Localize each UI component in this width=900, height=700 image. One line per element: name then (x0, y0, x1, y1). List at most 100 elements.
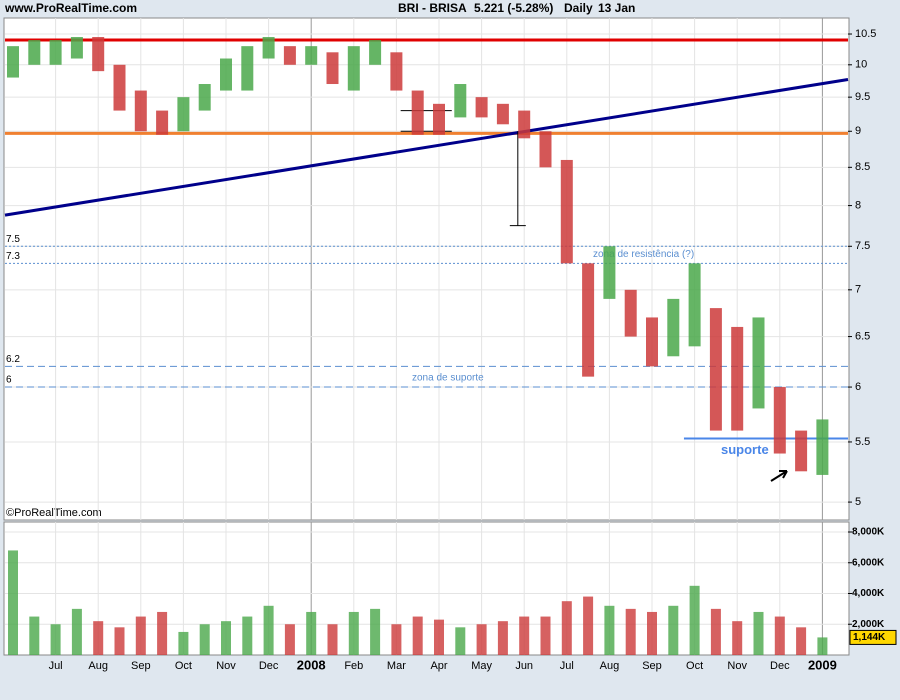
y-tick-label: 10 (855, 59, 867, 71)
x-tick-label: Jul (560, 660, 574, 672)
volume-bar (263, 605, 274, 655)
price-bar (390, 52, 403, 91)
price-bar (433, 103, 445, 135)
site: www.ProRealTime.com (4, 1, 137, 15)
price-bar (241, 46, 254, 91)
level-label: 6 (6, 375, 12, 386)
last-value-box (849, 629, 897, 645)
level-label: 6.2 (6, 354, 20, 365)
volume-bar (114, 627, 125, 655)
volume-bar (689, 585, 700, 655)
price-bar (646, 317, 658, 367)
price-bar (283, 46, 296, 65)
price-bar (816, 419, 829, 475)
price-bar (496, 103, 509, 125)
price-bar (49, 40, 62, 65)
volume-bar (348, 611, 359, 655)
y-tick-label: 6,000K (852, 557, 885, 568)
x-tick-label: 2009 (808, 657, 837, 672)
price-bar (113, 64, 126, 111)
price-bar (156, 110, 169, 135)
price-bar (773, 387, 786, 454)
price-bar (475, 97, 488, 118)
volume-bar (327, 624, 338, 655)
x-tick-label: Nov (727, 660, 747, 672)
x-tick-label: Sep (642, 660, 662, 672)
price-bar (326, 52, 339, 85)
price-bar (709, 308, 722, 431)
price-bar (92, 37, 105, 72)
zone-label: zona de suporte (412, 373, 484, 384)
price-bar (198, 84, 211, 111)
y-tick-label: 2,000K (852, 619, 885, 630)
volume-bar (497, 621, 508, 655)
arrow (770, 470, 788, 482)
volume-bar (668, 605, 679, 655)
volume-bar (29, 616, 40, 655)
x-tick-label: Oct (686, 660, 703, 672)
volume-bar (796, 627, 807, 655)
price-bar (28, 40, 41, 65)
price-bar (731, 326, 744, 431)
price-bar (624, 289, 637, 337)
price-bar (70, 37, 83, 59)
price-bar (795, 430, 808, 472)
price-bar (560, 159, 573, 264)
volume-bar (434, 619, 444, 655)
volume-bar (135, 616, 146, 655)
y-tick-label: 5.5 (855, 436, 870, 448)
trendline (4, 77, 849, 217)
volume-bar (583, 596, 594, 655)
y-tick-label: 6.5 (855, 330, 870, 342)
volume-bar (774, 616, 785, 655)
price-bar (411, 90, 424, 135)
y-tick-label: 7 (855, 284, 861, 296)
price-bar (752, 317, 765, 409)
period: Daily (564, 1, 593, 15)
volume-bar (221, 621, 231, 655)
volume-bar (476, 624, 487, 655)
level-label: 7.3 (6, 251, 20, 262)
volume-bar (284, 624, 295, 655)
price-bar (134, 90, 147, 132)
volume-bar (50, 624, 61, 655)
volume-bar (93, 621, 104, 655)
x-tick-label: Aug (600, 660, 620, 672)
y-tick-label: 8 (855, 199, 861, 211)
volume-bar (732, 621, 743, 655)
price-bar (7, 46, 19, 78)
volume-bar (157, 611, 168, 655)
volume-bar (604, 605, 615, 655)
plot-layer: Jul Aug Sep Oct Nov Dec 2008 Feb Mar Apr May Jun Jul… (4, 18, 897, 672)
x-tick-label: 2008 (297, 657, 326, 672)
x-tick-label: May (471, 660, 492, 672)
volume-bar (391, 624, 402, 655)
price-bar (688, 263, 701, 347)
price-bar (667, 298, 680, 357)
symbol: BRI - BRISA (398, 1, 467, 15)
price-bar (582, 263, 595, 377)
volume-bar (370, 608, 381, 655)
price-bar (454, 84, 467, 118)
price-bar (177, 97, 190, 132)
price-bar (603, 246, 616, 299)
x-tick-label: Jul (49, 660, 63, 672)
x-tick-label: Oct (175, 660, 192, 672)
volume-bar (8, 550, 18, 655)
volume-panel (3, 521, 850, 656)
x-tick-label: Mar (387, 660, 406, 672)
suporte-label: suporte (721, 442, 769, 457)
price-bar (518, 110, 531, 139)
volume-bar (647, 611, 657, 655)
x-tick-label: Apr (430, 660, 447, 672)
copyright: ©ProRealTime.com (6, 507, 102, 519)
y-tick-label: 7.5 (855, 240, 870, 252)
volume-bar (625, 608, 636, 655)
y-tick-label: 10.5 (855, 28, 876, 40)
volume-bar (540, 616, 551, 655)
price-bar (539, 131, 552, 168)
quote: 5.221 (-5.28%) (474, 1, 553, 15)
x-tick-label: Feb (344, 660, 363, 672)
volume-bar (519, 616, 530, 655)
